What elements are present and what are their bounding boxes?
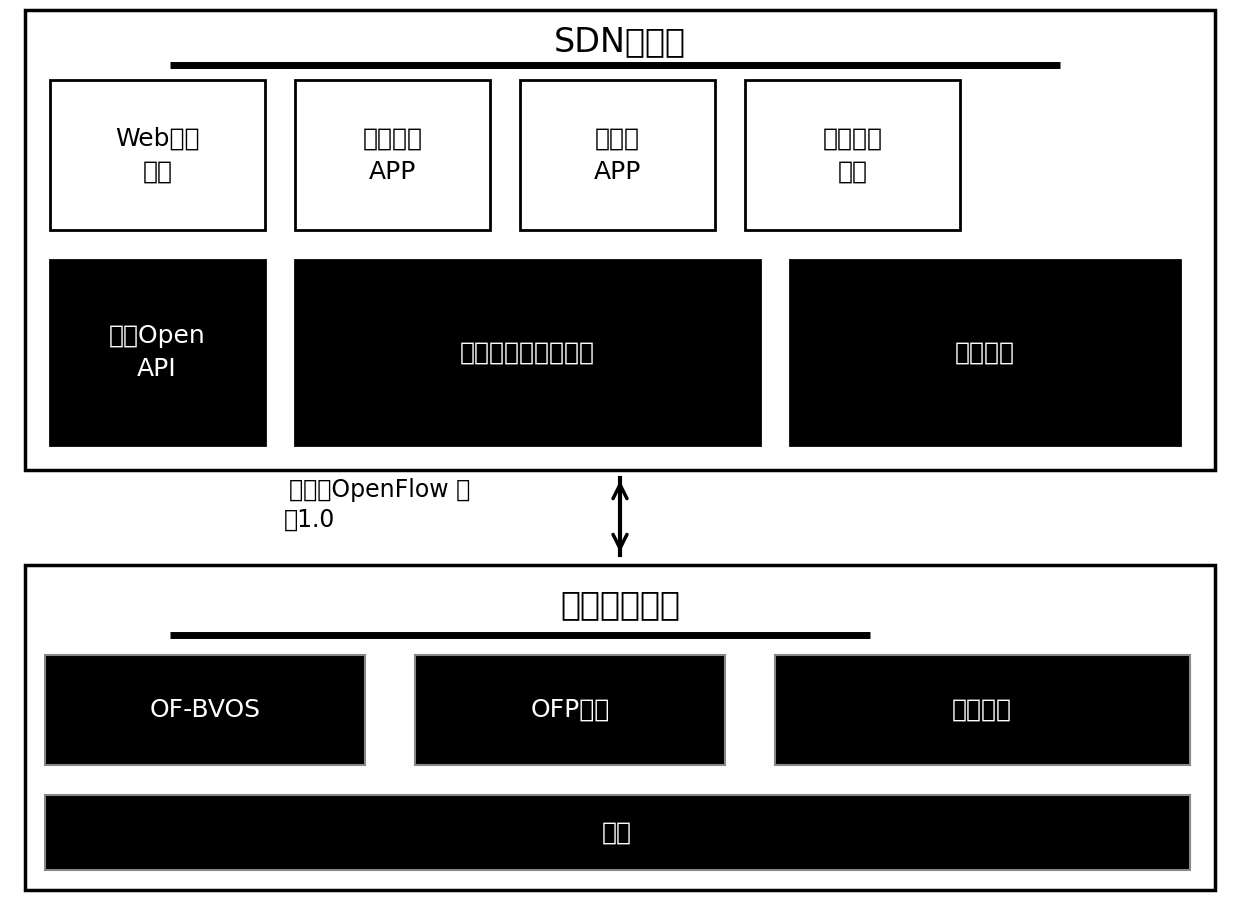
Bar [295,260,760,445]
Bar [520,80,715,230]
Text: 插件程序
模块: 插件程序 模块 [822,126,883,184]
Bar [50,80,265,230]
Bar [415,655,725,765]
Text: 驱动: 驱动 [601,821,632,844]
Bar [25,565,1215,890]
Bar [25,10,1215,470]
Text: 基础网络架构: 基础网络架构 [560,589,680,622]
Text: OF-BVOS: OF-BVOS [150,698,260,722]
Text: 预计算
APP: 预计算 APP [594,126,641,184]
Bar [775,655,1190,765]
Text: 网络服务: 网络服务 [952,698,1012,722]
Text: 故障检测
APP: 故障检测 APP [362,126,423,184]
Bar [790,260,1180,445]
Text: 网络拓扑信息数据库: 网络拓扑信息数据库 [460,341,594,364]
Bar [745,80,960,230]
Bar [50,260,265,445]
Bar [45,795,1190,870]
Text: 网络抽象: 网络抽象 [955,341,1016,364]
Text: 面向Open
API: 面向Open API [109,323,206,381]
Bar [295,80,490,230]
Text: 议1.0: 议1.0 [284,508,336,532]
Text: OFP模块: OFP模块 [531,698,610,722]
Text: Web管理
平台: Web管理 平台 [115,126,200,184]
Text: 扩展的OpenFlow 协: 扩展的OpenFlow 协 [289,478,471,502]
Bar [45,655,365,765]
Text: SDN控制器: SDN控制器 [554,25,686,59]
